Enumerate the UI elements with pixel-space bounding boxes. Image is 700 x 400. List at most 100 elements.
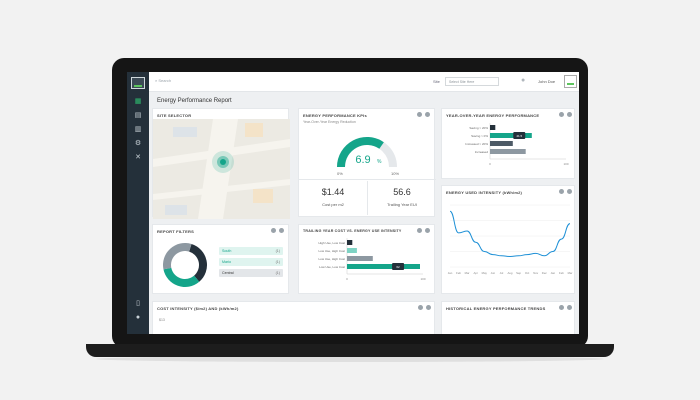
site-map[interactable] <box>153 119 290 219</box>
map-marker-icon <box>220 159 226 165</box>
user-name[interactable]: John Doe <box>538 79 556 84</box>
sidebar: ▦ ▤ ▥ ⚙ ✕ ▯ ● <box>127 72 149 334</box>
filter-chip-count: (1) <box>275 249 280 253</box>
top-bar: ⌕ Search Site Select Site Here ● John Do… <box>149 72 579 92</box>
map-block <box>253 189 273 203</box>
data-label-box <box>392 263 405 270</box>
site-label: Site <box>433 79 440 84</box>
info-icon[interactable] <box>559 305 564 310</box>
x-tick-label: May <box>482 271 488 275</box>
filters-donut-chart <box>162 242 207 287</box>
info-icon[interactable] <box>559 189 564 194</box>
settings-icon[interactable]: ⚙ <box>134 140 142 147</box>
filter-list: South (1) Mario (1) Central (1) <box>219 247 283 280</box>
map-road <box>153 139 290 167</box>
tools-icon[interactable]: ✕ <box>135 154 141 161</box>
notification-bell-icon[interactable]: ● <box>521 77 526 84</box>
x-tick-label: 100 <box>563 162 568 166</box>
menu-icon[interactable] <box>425 228 430 233</box>
trailing-bar-chart: High Use, Low Cost Low Use, High Cost Low … <box>318 238 426 281</box>
x-tick-label: 0 <box>346 277 348 281</box>
kpi-cost-value: $1.44 <box>321 187 345 197</box>
document-icon[interactable]: ▯ <box>136 300 140 307</box>
filter-chip[interactable]: Central (1) <box>219 269 283 277</box>
category-label: Increased > 20% <box>465 142 488 146</box>
card-title: TRAILING YEAR COST VS. ENERGY USE INTENS… <box>303 229 402 233</box>
eui-line-chart: Jan Feb Mar Apr May Jun Jul Aug Sep Oct Nov Dec Jan F… <box>448 204 573 275</box>
info-icon[interactable] <box>417 228 422 233</box>
trailing-year-card: TRAILING YEAR COST VS. ENERGY USE INTENS… <box>298 224 435 294</box>
donut-slice <box>163 267 200 287</box>
info-icon[interactable] <box>418 305 423 310</box>
reports-icon[interactable]: ▤ <box>134 112 142 119</box>
kpi-subtitle: Year-Over-Year Energy Reduction <box>303 120 356 124</box>
map-road <box>198 119 238 219</box>
card-title: ENERGY USED INTENSITY (kWh/m2) <box>446 190 523 195</box>
x-tick-label: Nov <box>533 271 539 275</box>
x-tick-label: Oct <box>525 271 530 275</box>
bar-chart-icon[interactable]: ▥ <box>134 126 142 133</box>
app-screen: ▦ ▤ ▥ ⚙ ✕ ▯ ● ⌕ Search Site Select Site … <box>127 72 579 334</box>
data-label: 41.5 <box>516 134 522 138</box>
card-title: COST INTENSITY ($/m2) AND (kWh/m2) <box>157 306 239 311</box>
bar <box>347 264 420 269</box>
search-icon: ⌕ <box>155 78 158 83</box>
info-icon[interactable] <box>417 112 422 117</box>
info-icon[interactable] <box>271 228 276 233</box>
donut-slice <box>189 243 207 282</box>
x-tick-label: Sep <box>516 271 521 275</box>
laptop-shadow <box>96 356 604 362</box>
kpi-eui-label: Trailing Year EUI <box>387 202 417 207</box>
search-placeholder: Search <box>158 78 172 83</box>
menu-icon[interactable] <box>279 228 284 233</box>
filter-chip-label: Mario <box>222 260 231 264</box>
card-title: YEAR-OVER-YEAR ENERGY PERFORMANCE <box>446 113 540 118</box>
x-tick-label: Mar <box>465 271 470 275</box>
avatar[interactable] <box>564 75 577 88</box>
bar <box>490 133 532 138</box>
kpi-cost-label: Cost per m2 <box>322 202 344 207</box>
filter-chip[interactable]: South (1) <box>219 247 283 255</box>
site-select[interactable]: Select Site Here <box>445 77 499 86</box>
x-tick-label: Apr <box>474 271 478 275</box>
filter-chip-label: South <box>222 249 232 253</box>
dashboard-icon[interactable]: ▦ <box>134 98 142 105</box>
series-line <box>449 210 571 258</box>
kpi-card: ENERGY PERFORMANCE KPIs Year-Over-Year E… <box>298 108 436 217</box>
report-filters-card: REPORT FILTERS South (1) Mario (1) Central (1… <box>152 224 289 294</box>
x-tick-label: Jul <box>500 271 504 275</box>
menu-icon[interactable] <box>426 305 431 310</box>
category-label: Increased <box>475 150 489 154</box>
gauge-max-label: 10% <box>391 171 399 176</box>
info-icon[interactable] <box>559 112 564 117</box>
card-title: HISTORICAL ENERGY PERFORMANCE TRENDS <box>446 306 546 311</box>
menu-icon[interactable] <box>567 305 572 310</box>
laptop-base <box>86 344 614 357</box>
card-title: REPORT FILTERS <box>157 229 194 234</box>
bar <box>490 141 513 146</box>
x-tick-label: Dec <box>542 271 548 275</box>
site-selector-card: SITE SELECTOR <box>152 108 290 219</box>
menu-icon[interactable] <box>425 112 430 117</box>
search-input[interactable]: ⌕ Search <box>155 78 275 87</box>
eui-card: ENERGY USED INTENSITY (kWh/m2) Jan Feb Mar… <box>441 185 575 294</box>
bar <box>347 256 373 261</box>
menu-icon[interactable] <box>567 112 572 117</box>
category-label: High Use, Low Cost <box>318 241 345 245</box>
menu-icon[interactable] <box>567 189 572 194</box>
gauge-fill <box>337 137 384 168</box>
x-tick-label: Feb <box>559 271 564 275</box>
y-tick-label: $13 <box>159 318 165 322</box>
gear-icon[interactable]: ● <box>135 314 141 321</box>
filter-chip[interactable]: Mario (1) <box>219 258 283 266</box>
filter-chip-count: (1) <box>275 271 280 275</box>
x-tick-label: Jan <box>448 271 453 275</box>
x-tick-label: Jan <box>551 271 556 275</box>
map-block <box>173 127 197 137</box>
x-tick-label: Mar <box>568 271 573 275</box>
card-title: SITE SELECTOR <box>157 113 192 118</box>
yoy-card: YEAR-OVER-YEAR ENERGY PERFORMANCE Saving… <box>441 108 575 179</box>
divider <box>299 179 436 180</box>
app-logo[interactable] <box>131 77 145 89</box>
bar <box>490 149 526 154</box>
